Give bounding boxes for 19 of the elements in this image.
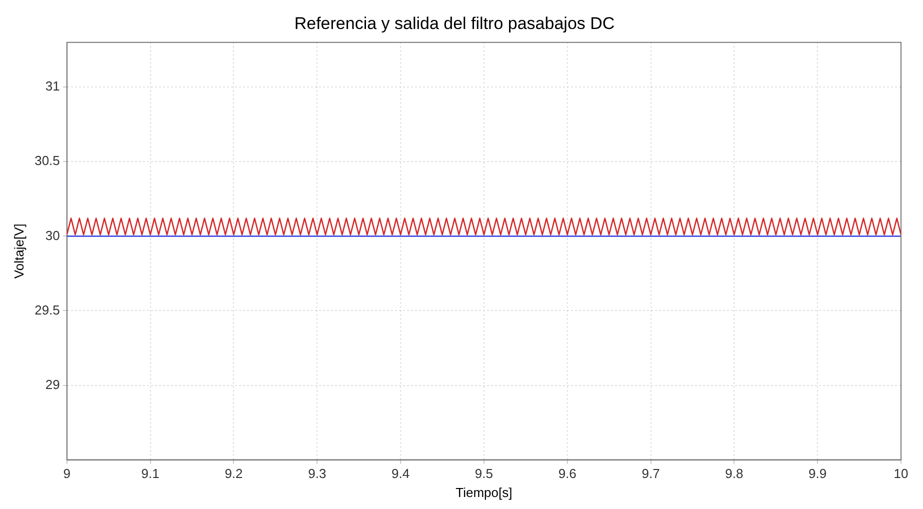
chart-title: Referencia y salida del filtro pasabajos DC (294, 14, 615, 33)
x-tick-label: 9.5 (474, 466, 493, 482)
x-tick-label: 9.1 (141, 466, 160, 482)
x-tick-label: 9.3 (308, 466, 326, 482)
y-tick-label: 29 (45, 376, 60, 392)
x-tick-label: 9.7 (642, 466, 660, 482)
y-tick-label: 31 (45, 78, 60, 94)
x-tick-label: 10 (894, 466, 908, 482)
x-tick-label: 9.6 (558, 466, 576, 482)
x-tick-label: 9.9 (808, 466, 827, 482)
x-axis-title: Tiempo[s] (456, 484, 512, 500)
y-tick-label: 30 (45, 228, 60, 243)
x-tick-label: 9.4 (392, 466, 410, 482)
y-tick-label: 30.5 (34, 153, 60, 168)
x-tick-label: 9 (63, 466, 71, 482)
x-tick-label: 9.2 (224, 466, 243, 482)
y-tick-label: 29.5 (34, 302, 60, 318)
x-tick-label: 9.8 (725, 466, 744, 482)
y-axis-title: Voltaje[V] (11, 224, 26, 279)
